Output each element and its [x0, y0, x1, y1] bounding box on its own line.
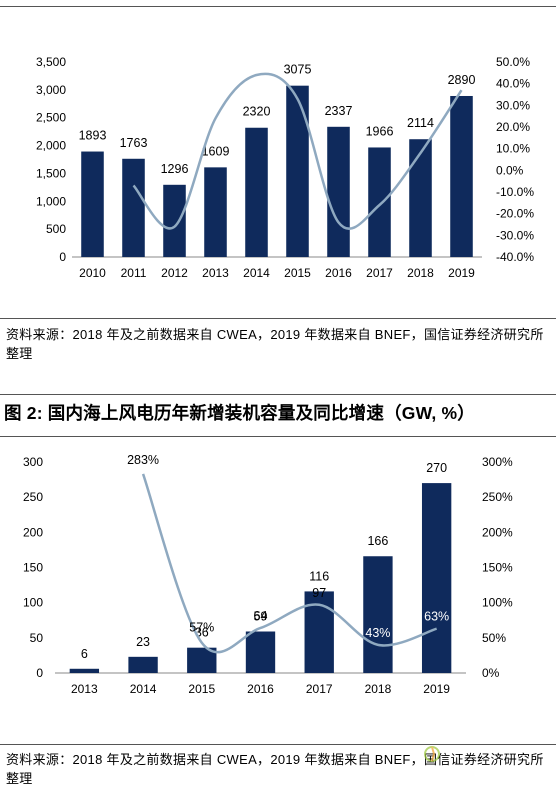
bar [245, 127, 268, 257]
x-tick-label: 2013 [202, 266, 229, 280]
bar-value-label: 1893 [79, 129, 107, 143]
y2-tick-label: 20.0% [496, 120, 530, 134]
y2-tick-label: 200% [482, 525, 513, 539]
x-tick-label: 2013 [71, 682, 98, 696]
growth-value-label: 64 [254, 609, 268, 623]
bar [286, 85, 309, 257]
bar-value-label: 1966 [366, 124, 394, 138]
growth-value-label: 57% [189, 621, 214, 635]
y-tick-label: 0 [36, 666, 43, 680]
growth-value-label: 63% [424, 610, 449, 624]
source-1-rule [0, 318, 556, 319]
source-note-2: 资料来源：2018 年及之前数据来自 CWEA，2019 年数据来自 BNEF，… [6, 752, 544, 786]
y2-tick-label: -20.0% [496, 207, 534, 221]
y-tick-label: 3,500 [36, 55, 66, 69]
bar [327, 126, 350, 257]
y-tick-label: 0 [59, 250, 66, 264]
bar [421, 483, 452, 673]
y-tick-label: 500 [46, 222, 66, 236]
growth-value-label: 43% [365, 626, 390, 640]
x-tick-label: 2019 [448, 266, 475, 280]
x-tick-label: 2016 [325, 266, 352, 280]
y2-tick-label: 0.0% [496, 163, 524, 177]
bar-value-label: 2337 [325, 104, 353, 118]
bar [204, 167, 227, 257]
chart-2-offshore-installation: 300 250 200 150 100 50 0 300% 250% 200% 150% 100% 50… [23, 453, 513, 696]
y-tick-label: 250 [23, 490, 43, 504]
bar-value-label: 59 [254, 610, 268, 624]
y2-tick-label: 150% [482, 561, 513, 575]
y-tick-label: 200 [23, 525, 43, 539]
x-tick-label: 2018 [365, 682, 392, 696]
source-note-1: 资料来源：2018 年及之前数据来自 CWEA，2019 年数据来自 BNEF，… [6, 327, 544, 361]
y-tick-label: 2,000 [36, 139, 66, 153]
y2-tick-label: 300% [482, 455, 513, 469]
bar-value-label: 2890 [448, 73, 476, 87]
y2-tick-label: 0% [482, 666, 500, 680]
x-tick-label: 2015 [284, 266, 311, 280]
title-bottom-rule [0, 436, 556, 437]
figure-2-title: 图 2: 国内海上风电历年新增装机容量及同比增速（GW, %） [4, 403, 475, 423]
x-tick-label: 2014 [130, 682, 157, 696]
bar-value-label: 166 [367, 534, 388, 548]
bar [122, 158, 145, 257]
y2-tick-label: 10.0% [496, 142, 530, 156]
y-tick-label: 100 [23, 596, 43, 610]
bar [69, 668, 100, 673]
y2-tick-label: 30.0% [496, 98, 530, 112]
x-tick-label: 2017 [366, 266, 393, 280]
bar-value-label: 270 [426, 461, 447, 475]
chart-1-annual-installation: 3,500 3,000 2,500 2,000 1,500 1,000 500 0 50.0% 4… [36, 55, 534, 280]
bar [450, 95, 473, 257]
source-2-rule [0, 744, 556, 745]
title-top-rule [0, 394, 556, 395]
y-tick-label: 3,000 [36, 83, 66, 97]
bar [245, 631, 276, 673]
growth-rate-line [132, 72, 463, 230]
y-tick-label: 300 [23, 455, 43, 469]
x-tick-label: 2010 [79, 266, 106, 280]
bar [163, 184, 186, 257]
x-tick-label: 2017 [306, 682, 333, 696]
bar-value-label: 6 [81, 647, 88, 661]
bar-value-label: 2114 [407, 116, 434, 130]
growth-value-label: 283% [127, 453, 159, 467]
x-tick-label: 2015 [188, 682, 215, 696]
bar-value-label: 116 [309, 569, 329, 583]
bar [128, 656, 158, 673]
bar [363, 556, 393, 673]
y-tick-label: 1,000 [36, 194, 66, 208]
bar-value-label: 3075 [284, 63, 312, 77]
y2-tick-label: -40.0% [496, 250, 534, 264]
x-tick-label: 2014 [243, 266, 270, 280]
bar-value-label: 2320 [243, 105, 271, 119]
x-tick-label: 2018 [407, 266, 434, 280]
y2-tick-label: 50% [482, 631, 506, 645]
x-tick-label: 2012 [161, 266, 188, 280]
y2-tick-label: -10.0% [496, 185, 534, 199]
bar-value-label: 23 [136, 635, 150, 649]
y2-tick-label: 100% [482, 596, 513, 610]
y-tick-label: 1,500 [36, 166, 66, 180]
x-tick-label: 2016 [247, 682, 274, 696]
y2-tick-label: 40.0% [496, 77, 530, 91]
x-tick-label: 2011 [121, 266, 147, 280]
y2-tick-label: 250% [482, 490, 513, 504]
x-tick-label: 2019 [423, 682, 450, 696]
y-tick-label: 2,500 [36, 111, 66, 125]
growth-value-label: 97 [312, 586, 326, 600]
bar-value-label: 1609 [202, 144, 230, 158]
y2-tick-label: -30.0% [496, 228, 534, 242]
bar [409, 139, 432, 257]
bar-value-label: 1763 [120, 136, 148, 150]
bar [81, 151, 104, 257]
y2-tick-label: 50.0% [496, 55, 530, 69]
top-rule [0, 6, 556, 7]
bar [368, 147, 391, 257]
bar-value-label: 1296 [161, 162, 189, 176]
y-tick-label: 50 [30, 631, 44, 645]
growth-rate-line [141, 473, 438, 654]
y-tick-label: 150 [23, 561, 43, 575]
